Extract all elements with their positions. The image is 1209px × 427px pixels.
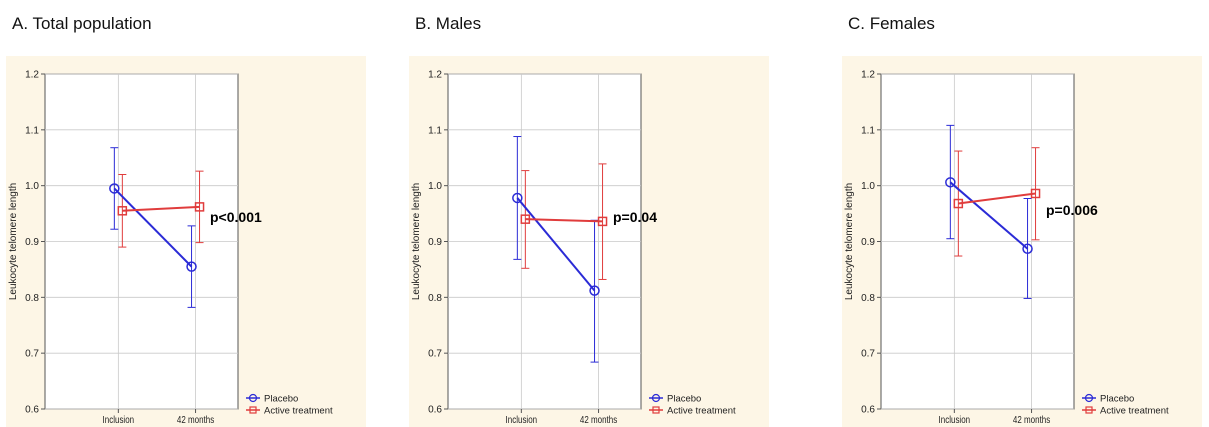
p-value-annotation: p<0.001: [210, 209, 262, 225]
y-tick-label: 0.6: [428, 405, 442, 416]
y-tick-label: 1.2: [428, 70, 442, 81]
series-line: [113, 187, 193, 268]
x-tick-label: 42 months: [580, 414, 618, 425]
chart-title: A. Total population: [12, 14, 152, 33]
y-tick-label: 1.1: [25, 125, 39, 136]
legend-label: Placebo: [1100, 394, 1134, 405]
x-tick-label: Inclusion: [939, 414, 971, 425]
legend-swatch-marker: [1084, 393, 1094, 403]
series-line: [516, 197, 596, 292]
legend-swatch-marker: [1085, 406, 1093, 414]
legend-label: Active treatment: [264, 406, 333, 417]
chart-title: C. Females: [848, 14, 935, 33]
y-tick-label: 1.0: [25, 181, 39, 192]
chart-panel-c: C. Females 0.6 0.7 0.8 0.9 1.0 1.1 1.2 Inclusio…: [836, 0, 1209, 427]
legend-swatch-marker: [651, 393, 661, 403]
data-point: [194, 202, 205, 212]
chart-panel-b: B. Males 0.6 0.7 0.8 0.9 1.0 1.1 1.2 Inclusion 4…: [403, 0, 803, 427]
y-tick-label: 0.8: [25, 293, 39, 304]
y-tick-label: 1.1: [861, 125, 875, 136]
data-point: [589, 285, 600, 296]
y-tick-label: 1.0: [428, 181, 442, 192]
y-axis-label: Leukocyte telomere length: [411, 183, 422, 300]
data-point: [953, 198, 964, 209]
y-tick-label: 1.2: [861, 70, 875, 81]
data-point: [945, 177, 956, 188]
p-value-annotation: p=0.04: [613, 209, 657, 225]
data-point: [117, 206, 128, 216]
data-point: [512, 192, 523, 204]
data-point: [1030, 188, 1041, 199]
y-tick-label: 0.7: [25, 349, 39, 360]
p-value-annotation: p=0.006: [1046, 202, 1098, 218]
y-tick-label: 0.7: [428, 349, 442, 360]
data-point: [109, 183, 120, 194]
legend-label: Placebo: [264, 394, 298, 405]
data-point: [520, 214, 531, 224]
data-point: [597, 216, 608, 227]
y-tick-label: 0.9: [861, 237, 875, 248]
legend-swatch-marker: [249, 406, 257, 414]
x-tick-label: Inclusion: [103, 414, 135, 425]
y-axis-label: Leukocyte telomere length: [8, 183, 19, 300]
y-tick-label: 0.7: [861, 349, 875, 360]
y-tick-label: 1.0: [861, 181, 875, 192]
legend-swatch-marker: [652, 406, 660, 414]
y-tick-label: 1.1: [428, 125, 442, 136]
chart-title: B. Males: [415, 14, 482, 33]
x-tick-label: 42 months: [1013, 414, 1051, 425]
legend-label: Active treatment: [667, 406, 736, 417]
chart-panel-a: A. Total population 0.6 0.7 0.8 0.9 1.0 1.1 1.…: [0, 0, 400, 427]
x-tick-label: Inclusion: [506, 414, 538, 425]
legend-swatch-marker: [248, 393, 258, 403]
y-tick-label: 0.6: [861, 405, 875, 416]
y-axis-label: Leukocyte telomere length: [844, 183, 855, 300]
y-tick-label: 0.8: [428, 293, 442, 304]
chart-svg: 0.6 0.7 0.8 0.9 1.0 1.1 1.2 Inclusion 42 months L…: [6, 56, 366, 427]
legend-label: Placebo: [667, 394, 701, 405]
y-tick-label: 1.2: [25, 70, 39, 81]
series-line: [525, 218, 603, 223]
series-line: [958, 192, 1036, 205]
data-point: [186, 261, 197, 272]
y-tick-label: 0.9: [25, 237, 39, 248]
chart-svg: 0.6 0.7 0.8 0.9 1.0 1.1 1.2 Inclusion 42 months L…: [409, 56, 769, 427]
series-line: [122, 205, 200, 212]
chart-svg: 0.6 0.7 0.8 0.9 1.0 1.1 1.2 Inclusion 42 months L…: [842, 56, 1202, 427]
y-tick-label: 0.9: [428, 237, 442, 248]
series-line: [949, 181, 1029, 250]
data-point: [1022, 243, 1033, 255]
y-tick-label: 0.8: [861, 293, 875, 304]
y-tick-label: 0.6: [25, 405, 39, 416]
x-tick-label: 42 months: [177, 414, 215, 425]
legend-label: Active treatment: [1100, 406, 1169, 417]
